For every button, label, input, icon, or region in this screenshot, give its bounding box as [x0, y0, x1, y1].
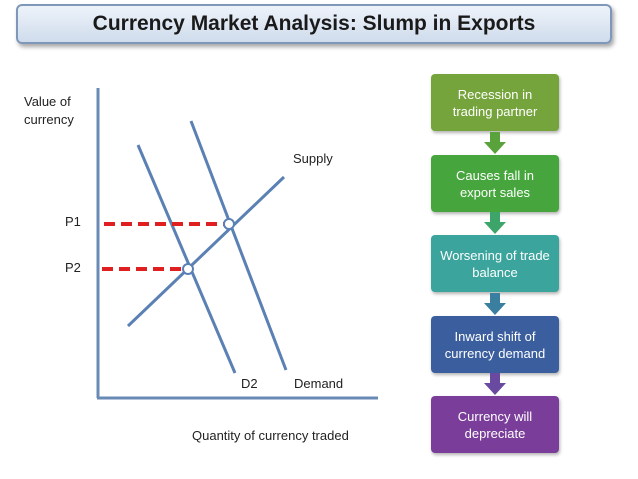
down-arrow-icon: [484, 132, 506, 154]
flow-step-text: Currency will depreciate: [457, 408, 533, 441]
down-arrow-icon: [484, 373, 506, 395]
demand-label: Demand: [294, 376, 344, 391]
d2-label: D2: [241, 376, 258, 391]
down-arrow-icon: [484, 293, 506, 315]
flow-step-text: Causes fall in export sales: [455, 167, 535, 200]
flow-step-depreciate: Currency will depreciate: [431, 396, 559, 453]
page-title: Currency Market Analysis: Slump in Expor…: [92, 12, 536, 35]
flow-step-trade-balance: Worsening of trade balance: [431, 235, 559, 292]
equilibrium-point-1: [223, 218, 235, 230]
flow-step-demand-shift: Inward shift of currency demand: [431, 316, 559, 373]
y-axis-label-line-2: currency: [24, 112, 74, 127]
flow-step-text: Inward shift of currency demand: [444, 328, 546, 361]
p2-label: P2: [65, 260, 81, 275]
flow-step-export-fall: Causes fall in export sales: [431, 155, 559, 212]
flow-step-recession: Recession in trading partner: [431, 74, 559, 131]
flow-step-text: Recession in trading partner: [452, 86, 538, 119]
supply-curve: [126, 175, 286, 328]
supply-label: Supply: [293, 151, 333, 166]
title-banner: Currency Market Analysis: Slump in Expor…: [16, 4, 612, 44]
down-arrow-icon: [484, 212, 506, 234]
d2-curve: [136, 144, 237, 374]
equilibrium-point-2: [182, 263, 194, 275]
p1-label: P1: [65, 214, 81, 229]
x-axis-label: Quantity of currency traded: [192, 428, 349, 443]
demand-curve: [189, 120, 288, 371]
flow-step-text: Worsening of trade balance: [440, 247, 550, 280]
y-axis-label-line-1: Value of: [24, 94, 71, 109]
